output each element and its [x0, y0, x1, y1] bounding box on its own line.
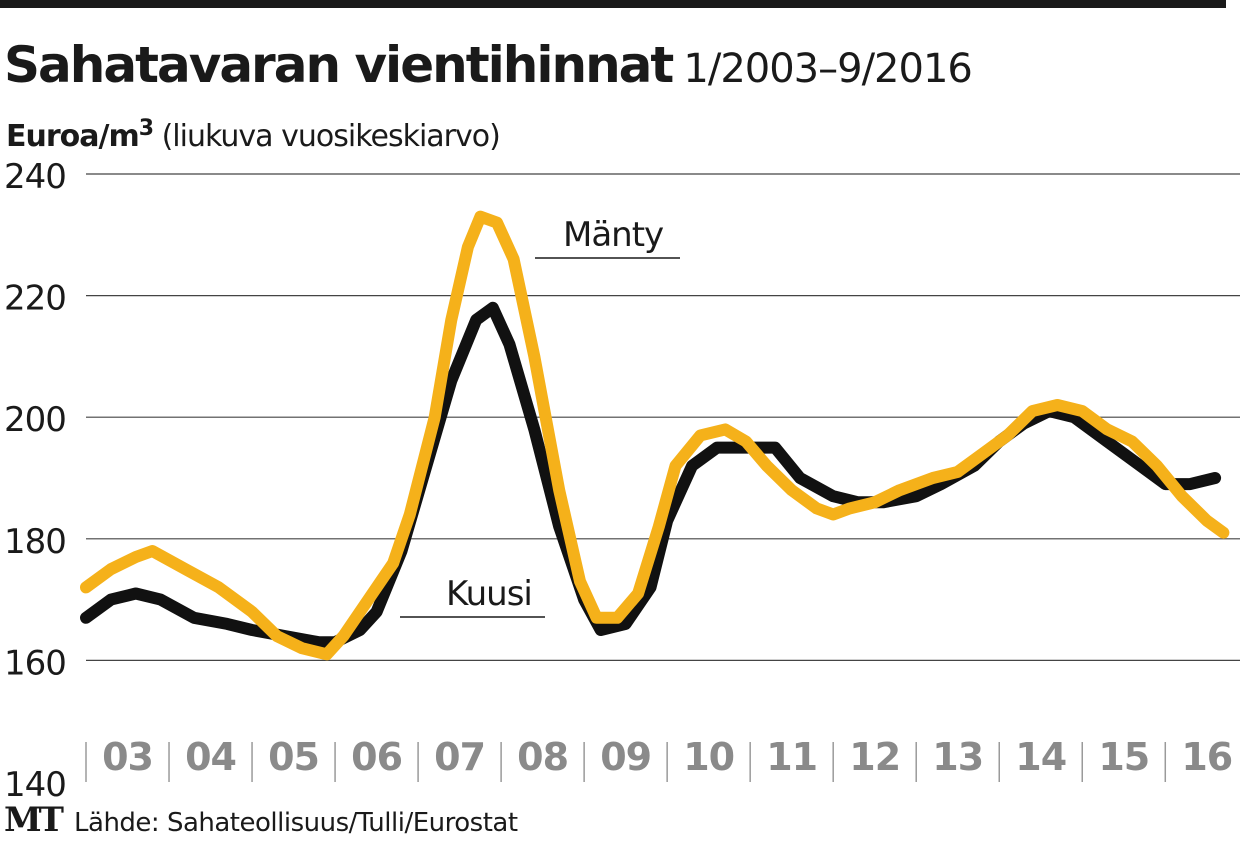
chart-title: Sahatavaran vientihinnat — [4, 36, 674, 94]
y-tick-label: 220 — [4, 279, 66, 319]
x-tick-label: 14 — [1015, 735, 1066, 779]
x-tick-label: 09 — [600, 735, 651, 779]
unit-note: (liukuva vuosikeskiarvo) — [161, 119, 501, 154]
y-tick-label: 180 — [4, 522, 66, 562]
x-tick-label: 06 — [351, 735, 402, 779]
top-rule — [0, 0, 1226, 8]
chart-title-row: Sahatavaran vientihinnat 1/2003–9/2016 — [4, 36, 973, 94]
x-tick-label: 15 — [1098, 735, 1149, 779]
x-tick-label: 11 — [766, 735, 817, 779]
y-tick-label: 200 — [4, 400, 66, 440]
series-layer — [80, 210, 1230, 661]
x-tick-label: 12 — [849, 735, 900, 779]
annotation-manty: Mänty — [563, 215, 664, 255]
x-tick-label: 16 — [1181, 735, 1232, 779]
annotation-layer: Mänty Kuusi — [400, 215, 680, 618]
chart-period: 1/2003–9/2016 — [683, 46, 972, 92]
annotation-kuusi: Kuusi — [446, 574, 532, 614]
unit-label: Euroa/m3 — [6, 116, 154, 154]
x-tick-label: 03 — [102, 735, 153, 779]
y-tick-label: 240 — [4, 157, 66, 197]
footer: MT Lähde: Sahateollisuus/Tulli/Eurostat — [4, 800, 518, 840]
x-tick-label: 07 — [434, 735, 485, 779]
y-tick-labels: 140 160 180 200 220 240 — [4, 157, 67, 805]
x-tick-label: 05 — [268, 735, 319, 779]
unit-superscript: 3 — [138, 116, 154, 141]
x-tick-label: 10 — [683, 735, 734, 779]
y-tick-label: 140 — [4, 765, 66, 805]
mt-logo: MT — [4, 800, 64, 840]
chart-subtitle: Euroa/m3 (liukuva vuosikeskiarvo) — [6, 116, 501, 154]
series-line-kuusi — [80, 301, 1222, 649]
unit-text: Euroa/m — [6, 119, 140, 154]
y-tick-label: 160 — [4, 643, 66, 683]
source-note: Lähde: Sahateollisuus/Tulli/Eurostat — [74, 808, 518, 838]
series-line-manty — [80, 210, 1230, 661]
x-axis: 03 04 05 06 07 08 09 10 11 12 13 14 15 16 — [85, 735, 1233, 782]
x-tick-label: 08 — [517, 735, 568, 779]
x-tick-label: 13 — [932, 735, 983, 779]
x-tick-label: 04 — [185, 735, 236, 779]
